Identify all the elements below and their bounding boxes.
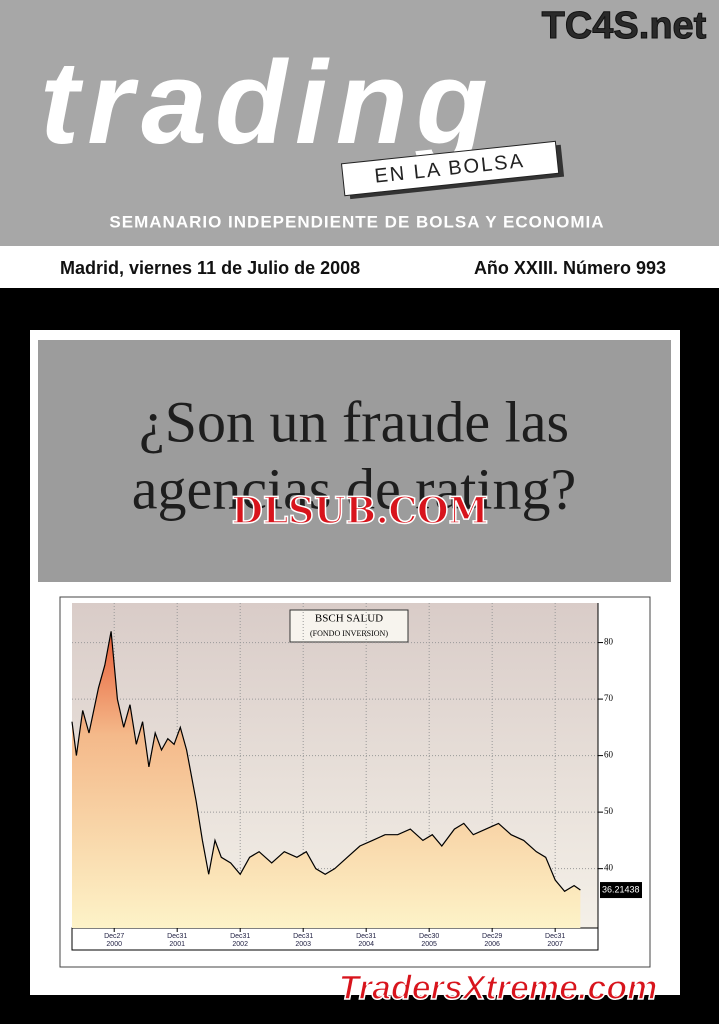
watermark: TC4S.net	[542, 5, 707, 47]
masthead-bg	[0, 0, 719, 246]
x-tick-sublabel: 2001	[169, 941, 185, 948]
y-tick-label: 50	[604, 806, 614, 816]
chart: 4050607080Dec272000Dec312001Dec312002Dec…	[71, 603, 642, 948]
y-tick-label: 70	[604, 693, 614, 703]
date: Madrid, viernes 11 de Julio de 2008	[60, 258, 360, 278]
x-tick-label: Dec29	[482, 933, 502, 940]
y-tick-label: 40	[604, 863, 614, 873]
y-tick-label: 80	[604, 637, 614, 647]
issue: Año XXIII. Número 993	[474, 258, 666, 278]
x-tick-label: Dec31	[545, 933, 565, 940]
x-tick-sublabel: 2002	[232, 941, 248, 948]
value-label: 36.21438	[602, 884, 640, 894]
value-label-box	[600, 882, 642, 899]
x-axis-band	[71, 927, 599, 951]
box	[340, 140, 560, 197]
x-tick-sublabel: 2006	[484, 941, 500, 948]
line	[71, 631, 581, 893]
x-tick-label: Dec30	[419, 933, 439, 940]
headline-box	[38, 340, 671, 582]
x-tick-sublabel: 2000	[106, 941, 122, 948]
x-tick-label: Dec31	[293, 933, 313, 940]
watermark: DLSUB.COM	[232, 490, 489, 532]
chart-title: BSCH SALUD	[315, 613, 383, 625]
x-tick-sublabel: 2005	[421, 941, 437, 948]
x-tick-sublabel: 2004	[358, 941, 374, 948]
x-tick-label: Dec27	[104, 933, 124, 940]
x-tick-sublabel: 2007	[547, 941, 563, 948]
watermark: TradersXtreme.com	[339, 969, 658, 1007]
x-tick-label: Dec31	[230, 933, 250, 940]
y-tick-label: 60	[604, 750, 614, 760]
x-tick-label: Dec31	[167, 933, 187, 940]
x-tick-label: Dec31	[356, 933, 376, 940]
subtitle-box: EN LA BOLSA	[340, 140, 565, 200]
x-tick-sublabel: 2003	[295, 941, 311, 948]
masthead-title: trading	[40, 37, 496, 169]
headline-line: agencias de rating?	[132, 456, 576, 521]
chart-subtitle: (FONDO INVERSION)	[310, 629, 388, 638]
chart-title-box	[289, 609, 409, 643]
headline-line: ¿Son un fraude las	[139, 389, 569, 454]
tagline: SEMANARIO INDEPENDIENTE DE BOLSA Y ECONO…	[109, 212, 604, 231]
dateline-bg	[0, 246, 719, 288]
area	[72, 631, 581, 928]
